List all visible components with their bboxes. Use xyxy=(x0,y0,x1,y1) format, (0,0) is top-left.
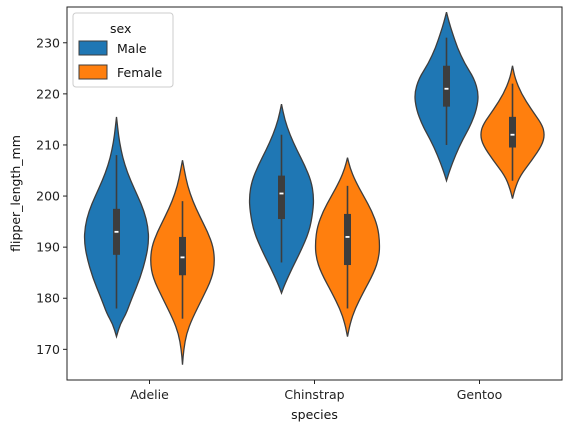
x-axis: Adelie Chinstrap Gentoo xyxy=(130,380,502,402)
x-tick-label-gentoo: Gentoo xyxy=(457,387,503,402)
legend-title: sex xyxy=(110,21,131,36)
legend-label-male: Male xyxy=(117,41,147,56)
x-tick-label-adelie: Adelie xyxy=(130,387,169,402)
iqr-box-chinstrap-male xyxy=(278,175,285,220)
y-tick-label: 180 xyxy=(36,291,60,306)
y-axis-label: flipper_length_mm xyxy=(8,135,23,252)
y-tick-label: 230 xyxy=(36,35,60,50)
y-tick-label: 200 xyxy=(36,189,60,204)
iqr-box-gentoo-male xyxy=(443,65,450,107)
y-tick-label: 220 xyxy=(36,86,60,101)
legend-label-female: Female xyxy=(117,65,163,80)
iqr-box-chinstrap-female xyxy=(344,213,351,266)
legend: sex Male Female xyxy=(72,12,174,88)
y-tick-label: 210 xyxy=(36,137,60,152)
y-tick-label: 170 xyxy=(36,342,60,357)
y-axis: 170 180 190 200 210 220 230 xyxy=(36,35,67,357)
y-tick-label: 190 xyxy=(36,240,60,255)
legend-swatch-male xyxy=(78,40,108,56)
iqr-box-adelie-female xyxy=(179,236,186,276)
legend-swatch-female xyxy=(78,64,108,80)
x-tick-label-chinstrap: Chinstrap xyxy=(284,387,344,402)
legend-items: Male Female xyxy=(78,40,163,80)
iqr-box-gentoo-female xyxy=(509,116,516,148)
plot-area xyxy=(83,11,545,365)
x-axis-label: species xyxy=(291,407,338,422)
